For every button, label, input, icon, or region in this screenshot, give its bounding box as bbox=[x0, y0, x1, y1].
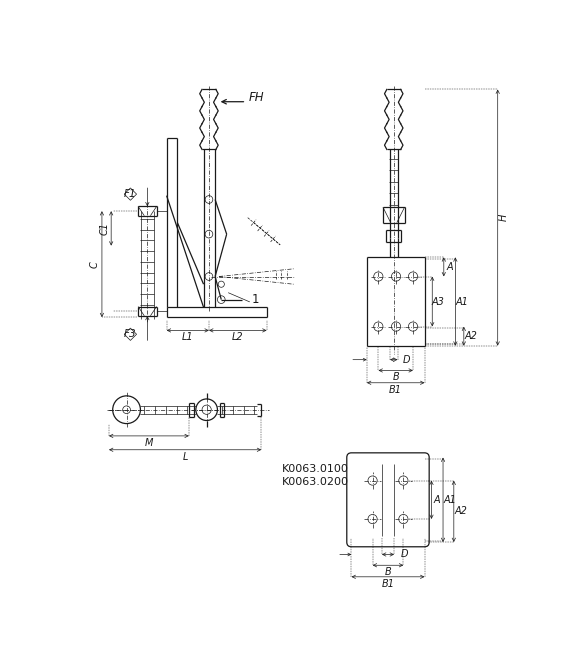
Text: A3: A3 bbox=[432, 297, 445, 307]
Text: H: H bbox=[499, 214, 509, 221]
Text: A: A bbox=[434, 495, 440, 505]
Text: L1: L1 bbox=[182, 333, 194, 342]
Text: F1: F1 bbox=[124, 189, 137, 199]
Text: K0063.0100: K0063.0100 bbox=[282, 464, 349, 474]
Text: D: D bbox=[402, 355, 410, 365]
Text: B1: B1 bbox=[389, 385, 402, 395]
Text: C1: C1 bbox=[100, 222, 109, 235]
Text: FH: FH bbox=[249, 92, 265, 104]
Text: C: C bbox=[89, 261, 99, 268]
Text: A1: A1 bbox=[456, 297, 469, 307]
Text: K0063.0200: K0063.0200 bbox=[282, 477, 349, 487]
Text: A2: A2 bbox=[455, 506, 467, 516]
Text: M: M bbox=[145, 438, 153, 448]
Text: B1: B1 bbox=[381, 578, 395, 589]
Text: A1: A1 bbox=[443, 495, 456, 505]
Text: L2: L2 bbox=[232, 333, 244, 342]
Text: A: A bbox=[446, 262, 453, 272]
Text: 1: 1 bbox=[251, 293, 259, 306]
Text: F3: F3 bbox=[124, 329, 137, 339]
Text: L: L bbox=[182, 452, 188, 462]
Text: A2: A2 bbox=[464, 331, 477, 341]
Text: B: B bbox=[392, 372, 399, 382]
Text: B: B bbox=[385, 567, 391, 577]
Text: D: D bbox=[400, 550, 408, 560]
